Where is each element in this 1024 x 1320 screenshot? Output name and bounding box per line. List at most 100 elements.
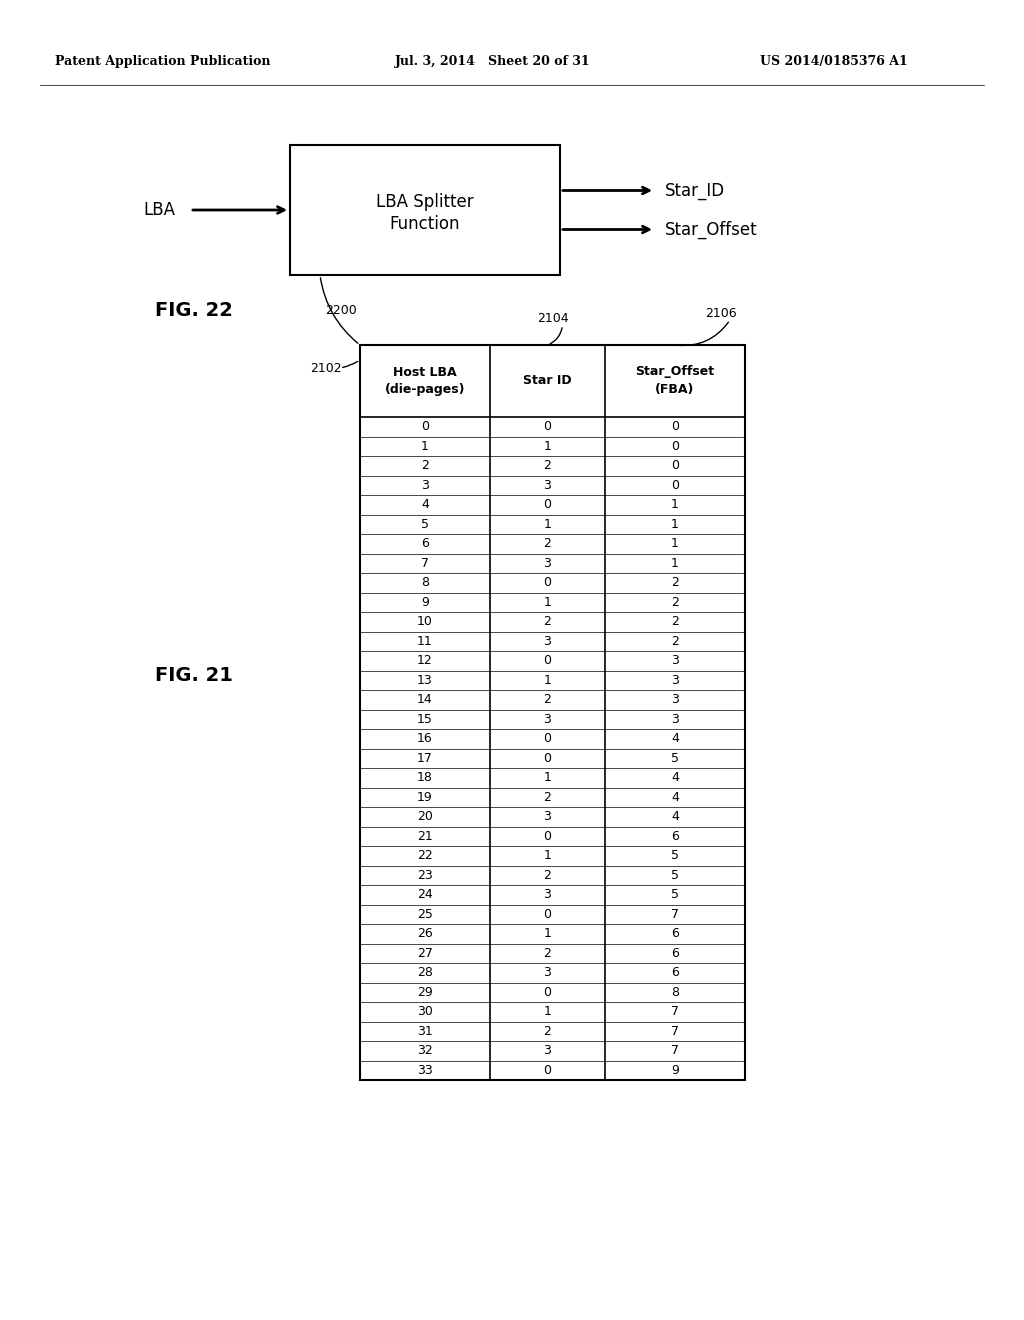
Text: 32: 32 xyxy=(417,1044,433,1057)
Text: 0: 0 xyxy=(544,752,552,764)
Text: 3: 3 xyxy=(671,713,679,726)
Text: 2200: 2200 xyxy=(325,304,356,317)
Text: 1: 1 xyxy=(671,537,679,550)
Text: Jul. 3, 2014   Sheet 20 of 31: Jul. 3, 2014 Sheet 20 of 31 xyxy=(395,55,591,69)
Text: 3: 3 xyxy=(544,635,552,648)
Text: Star_Offset: Star_Offset xyxy=(665,220,758,239)
Text: 7: 7 xyxy=(671,1024,679,1038)
Text: 29: 29 xyxy=(417,986,433,999)
Text: 5: 5 xyxy=(421,517,429,531)
Text: 4: 4 xyxy=(671,733,679,746)
Text: 8: 8 xyxy=(671,986,679,999)
Text: 0: 0 xyxy=(544,733,552,746)
Text: 2: 2 xyxy=(544,869,552,882)
Text: 2: 2 xyxy=(421,459,429,473)
Text: 2: 2 xyxy=(544,791,552,804)
Text: 16: 16 xyxy=(417,733,433,746)
Text: FIG. 22: FIG. 22 xyxy=(155,301,232,319)
Text: 2: 2 xyxy=(544,459,552,473)
Text: 6: 6 xyxy=(671,966,679,979)
Text: 2: 2 xyxy=(671,635,679,648)
Text: 5: 5 xyxy=(671,869,679,882)
Text: Function: Function xyxy=(390,215,460,234)
Text: 6: 6 xyxy=(421,537,429,550)
Text: 1: 1 xyxy=(544,849,552,862)
Text: 11: 11 xyxy=(417,635,433,648)
Text: 22: 22 xyxy=(417,849,433,862)
Text: 4: 4 xyxy=(671,771,679,784)
Text: 0: 0 xyxy=(544,577,552,589)
Text: 6: 6 xyxy=(671,927,679,940)
Text: 1: 1 xyxy=(544,771,552,784)
Text: 31: 31 xyxy=(417,1024,433,1038)
Text: 0: 0 xyxy=(544,986,552,999)
Text: US 2014/0185376 A1: US 2014/0185376 A1 xyxy=(760,55,907,69)
Text: 2: 2 xyxy=(544,693,552,706)
Text: 3: 3 xyxy=(671,693,679,706)
Text: 3: 3 xyxy=(544,479,552,492)
Text: 3: 3 xyxy=(544,713,552,726)
Text: 33: 33 xyxy=(417,1064,433,1077)
Text: 0: 0 xyxy=(544,908,552,921)
Text: 6: 6 xyxy=(671,946,679,960)
Text: Host LBA
(die-pages): Host LBA (die-pages) xyxy=(385,366,465,396)
Text: 0: 0 xyxy=(671,459,679,473)
Text: 4: 4 xyxy=(421,498,429,511)
Text: 2106: 2106 xyxy=(705,308,736,319)
Text: 2: 2 xyxy=(671,615,679,628)
Text: 2: 2 xyxy=(671,595,679,609)
Text: 0: 0 xyxy=(671,420,679,433)
Text: 1: 1 xyxy=(544,517,552,531)
Text: 3: 3 xyxy=(544,888,552,902)
Bar xyxy=(290,145,560,275)
Text: Star_ID: Star_ID xyxy=(665,181,725,199)
Text: 19: 19 xyxy=(417,791,433,804)
Text: 0: 0 xyxy=(544,420,552,433)
Text: 18: 18 xyxy=(417,771,433,784)
Text: 27: 27 xyxy=(417,946,433,960)
Text: 25: 25 xyxy=(417,908,433,921)
Text: 2: 2 xyxy=(544,615,552,628)
Text: 1: 1 xyxy=(671,517,679,531)
Text: 1: 1 xyxy=(544,673,552,686)
Text: 0: 0 xyxy=(671,479,679,492)
Text: 13: 13 xyxy=(417,673,433,686)
Text: Patent Application Publication: Patent Application Publication xyxy=(55,55,270,69)
Text: 3: 3 xyxy=(671,655,679,667)
Text: 14: 14 xyxy=(417,693,433,706)
Text: LBA: LBA xyxy=(143,201,175,219)
Text: 17: 17 xyxy=(417,752,433,764)
Text: 0: 0 xyxy=(671,440,679,453)
Text: 28: 28 xyxy=(417,966,433,979)
Text: 2: 2 xyxy=(544,946,552,960)
Text: Star ID: Star ID xyxy=(523,375,571,388)
Text: 9: 9 xyxy=(421,595,429,609)
Text: 1: 1 xyxy=(671,498,679,511)
Text: 5: 5 xyxy=(671,888,679,902)
Text: 0: 0 xyxy=(544,655,552,667)
Text: 21: 21 xyxy=(417,830,433,842)
Text: 2: 2 xyxy=(544,1024,552,1038)
Text: 0: 0 xyxy=(544,498,552,511)
Text: 5: 5 xyxy=(671,849,679,862)
Text: 24: 24 xyxy=(417,888,433,902)
Text: 20: 20 xyxy=(417,810,433,824)
Text: 1: 1 xyxy=(421,440,429,453)
Text: 9: 9 xyxy=(671,1064,679,1077)
Text: 0: 0 xyxy=(544,830,552,842)
Text: 0: 0 xyxy=(544,1064,552,1077)
Text: 15: 15 xyxy=(417,713,433,726)
Text: 7: 7 xyxy=(671,1006,679,1018)
Text: Star_Offset
(FBA): Star_Offset (FBA) xyxy=(636,366,715,396)
Text: 2104: 2104 xyxy=(538,312,569,325)
Text: 3: 3 xyxy=(544,966,552,979)
Text: 7: 7 xyxy=(671,908,679,921)
Text: 7: 7 xyxy=(671,1044,679,1057)
Text: 2: 2 xyxy=(671,577,679,589)
Text: 2102: 2102 xyxy=(310,362,342,375)
Text: 4: 4 xyxy=(671,791,679,804)
Text: 12: 12 xyxy=(417,655,433,667)
Text: 26: 26 xyxy=(417,927,433,940)
Text: 1: 1 xyxy=(544,1006,552,1018)
Text: 2: 2 xyxy=(544,537,552,550)
